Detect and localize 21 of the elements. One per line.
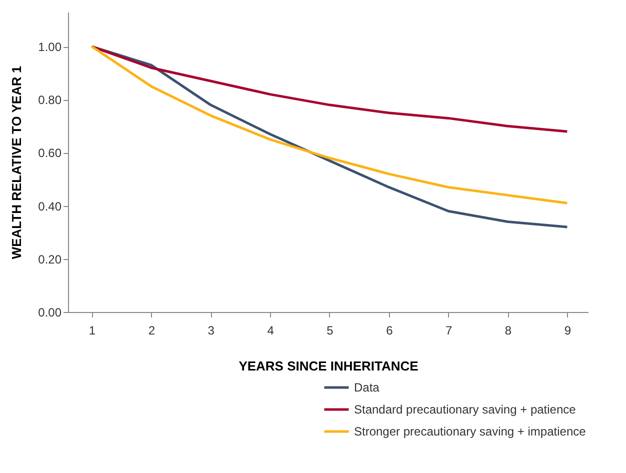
y-tick-label: 1.00 (38, 40, 62, 54)
y-tick-label: 0.20 (38, 252, 62, 266)
line-series (90, 45, 568, 133)
x-tick-label: 1 (88, 324, 96, 338)
y-axis-title: WEALTH RELATIVE TO YEAR 1 (9, 66, 24, 260)
x-tick-label: 6 (386, 324, 394, 338)
x-tick-label: 3 (208, 324, 215, 338)
x-tick-label: 8 (504, 324, 512, 338)
legend-label: Standard precautionary saving + patience (354, 402, 576, 416)
y-tick-label: 0.40 (38, 199, 62, 214)
x-tick-label: 2 (148, 324, 156, 338)
x-tick-label: 7 (446, 324, 452, 338)
x-tick-label: 5 (326, 324, 334, 338)
y-tick-label: 0.60 (38, 146, 62, 160)
y-tick-label: 0.80 (38, 93, 62, 108)
legend-label: Data (354, 380, 380, 394)
x-axis-title: YEARS SINCE INHERITANCE (238, 358, 419, 374)
y-tick-label: 0.00 (38, 306, 62, 320)
x-tick-label: 9 (564, 324, 572, 338)
legend-label: Stronger precautionary saving + impatience (354, 424, 586, 438)
x-tick-label: 4 (267, 324, 274, 338)
